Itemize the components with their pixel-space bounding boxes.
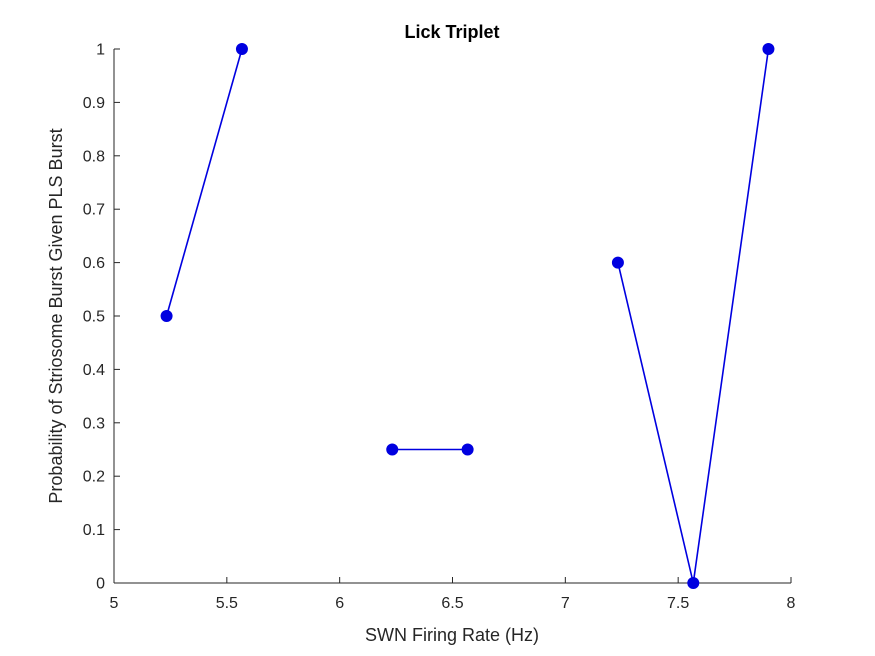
x-axis-ticks: 5 5.5 6 6.5 7 7.5 8 xyxy=(110,577,796,612)
series-segment-3 xyxy=(611,43,775,589)
y-tick-label: 0.9 xyxy=(83,95,105,112)
y-tick-label: 0.5 xyxy=(83,309,105,326)
y-tick-label: 1 xyxy=(96,42,105,59)
y-tick-label: 0.7 xyxy=(83,202,105,219)
series-line xyxy=(165,48,243,317)
data-point xyxy=(687,577,700,589)
x-tick-label: 7.5 xyxy=(667,595,689,612)
data-point xyxy=(160,310,173,322)
x-tick-label: 6 xyxy=(335,595,344,612)
data-point xyxy=(386,443,399,456)
series-segment-2 xyxy=(386,443,474,456)
series-layer xyxy=(160,43,775,589)
y-axis-label: Probability of Striosome Burst Given PLS… xyxy=(46,128,66,503)
y-tick-label: 0.8 xyxy=(83,148,105,165)
x-tick-label: 5.5 xyxy=(216,595,238,612)
y-tick-label: 0 xyxy=(96,576,105,593)
x-axis-label: SWN Firing Rate (Hz) xyxy=(365,625,539,645)
x-tick-label: 8 xyxy=(787,595,796,612)
y-tick-label: 0.3 xyxy=(83,415,105,432)
data-point xyxy=(235,43,248,55)
chart-title: Lick Triplet xyxy=(404,22,499,42)
series-line xyxy=(617,48,770,584)
axes-box xyxy=(113,49,791,584)
y-tick-label: 0.6 xyxy=(83,255,105,272)
data-point xyxy=(461,443,474,456)
series-segment-1 xyxy=(160,43,248,322)
y-tick-label: 0.2 xyxy=(83,469,105,486)
x-tick-label: 5 xyxy=(110,595,119,612)
x-tick-label: 7 xyxy=(561,595,570,612)
data-point xyxy=(611,256,624,269)
x-tick-label: 6.5 xyxy=(441,595,463,612)
y-tick-label: 0.1 xyxy=(83,522,105,539)
y-tick-label: 0.4 xyxy=(83,362,105,379)
y-axis-ticks: 0 0.1 0.2 0.3 0.4 0.5 0.6 0.7 0.8 0.9 1 xyxy=(83,42,120,593)
data-point xyxy=(762,43,775,55)
